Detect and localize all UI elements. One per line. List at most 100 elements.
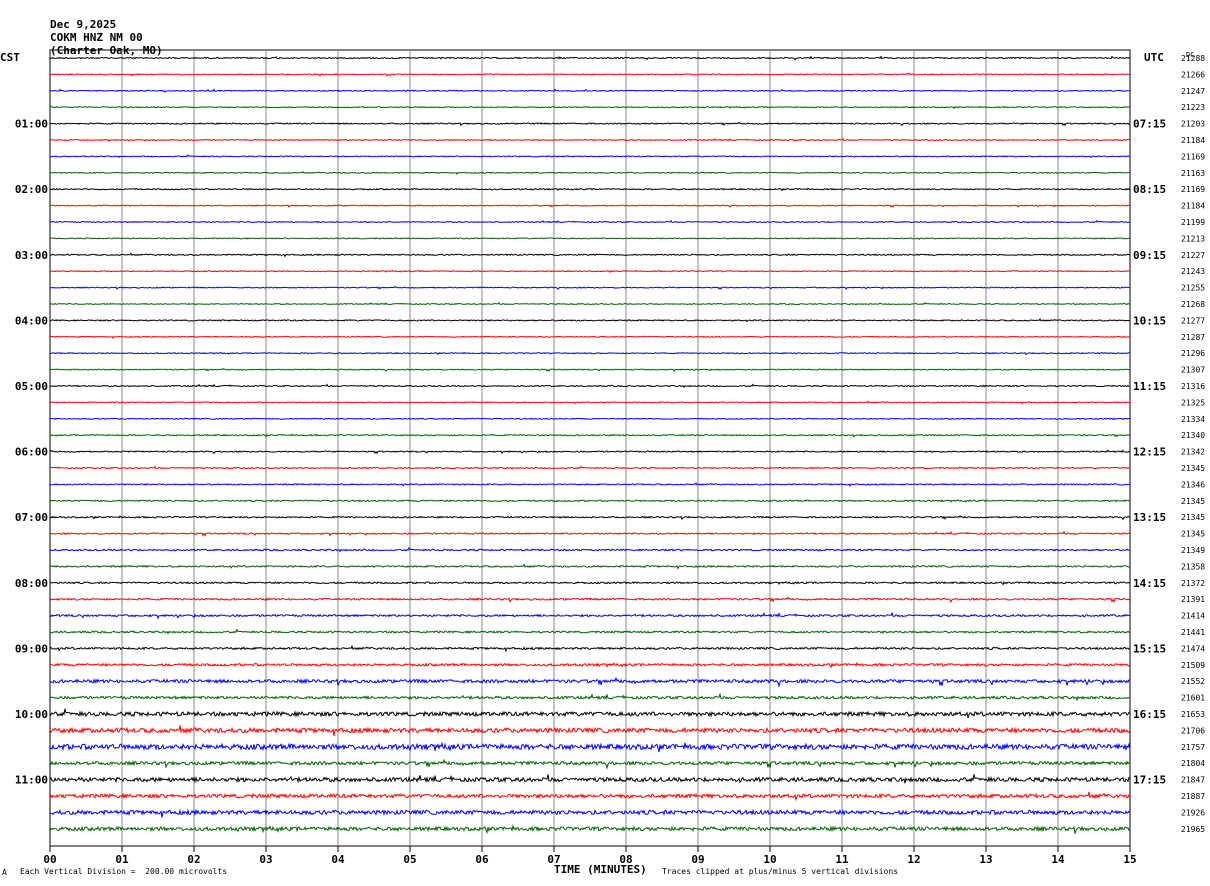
utc-hour-label: 13:15 (1133, 511, 1166, 524)
dc-offset-label: 21345 (1181, 530, 1205, 539)
trace-row-34 (49, 596, 1131, 604)
cst-hour-label: 09:00 (15, 642, 48, 655)
trace-row-20 (49, 367, 1131, 372)
trace-row-16 (49, 301, 1131, 306)
trace-row-17 (49, 318, 1131, 323)
trace-row-14 (49, 269, 1131, 273)
trace-row-22 (49, 400, 1131, 405)
trace-row-15 (49, 285, 1131, 290)
trace-row-5 (49, 121, 1131, 127)
utc-hour-label: 08:15 (1133, 183, 1166, 196)
cst-hour-label: 05:00 (15, 380, 48, 393)
dc-offset-label: 21349 (1181, 546, 1205, 555)
x-tick-label-10: 10 (763, 853, 776, 866)
chart-date: Dec 9,2025 (50, 18, 117, 31)
cst-hour-label: 10:00 (15, 708, 48, 721)
cst-hour-label: 11:00 (15, 774, 48, 787)
utc-hour-label: 12:15 (1133, 446, 1166, 459)
dc-offset-label: 21414 (1181, 612, 1205, 621)
utc-hour-label: 15:15 (1133, 642, 1166, 655)
dc-offset-label: 21247 (1181, 87, 1205, 96)
trace-row-13 (49, 252, 1131, 258)
dc-offset-label: 21169 (1181, 185, 1205, 194)
trace-row-40 (49, 692, 1131, 702)
trace-row-1 (49, 55, 1131, 61)
x-axis-title: TIME (MINUTES) (554, 863, 647, 876)
trace-row-18 (49, 335, 1131, 339)
trace-row-43 (49, 741, 1131, 753)
trace-row-24 (49, 433, 1131, 438)
dc-offset-label: 21345 (1181, 464, 1205, 473)
trace-row-42 (49, 725, 1131, 737)
cst-hour-label: 08:00 (15, 577, 48, 590)
dc-offset-label: 21277 (1181, 316, 1205, 325)
dc-offset-label: 21184 (1181, 136, 1205, 145)
x-tick-label-03: 03 (259, 853, 272, 866)
x-tick-label-12: 12 (907, 853, 920, 866)
trace-row-26 (49, 465, 1131, 470)
trace-row-39 (49, 676, 1131, 688)
utc-hour-label: 09:15 (1133, 249, 1166, 262)
dc-offset-label: 21509 (1181, 661, 1205, 670)
x-tick-label-08: 08 (619, 853, 632, 866)
plot-frame (49, 49, 1131, 847)
dc-offset-label: 21325 (1181, 398, 1205, 407)
utc-hour-label: 11:15 (1133, 380, 1166, 393)
trace-row-31 (49, 546, 1131, 553)
x-tick-label-01: 01 (115, 853, 129, 866)
dc-offset-label: 21340 (1181, 431, 1205, 440)
trace-row-41 (49, 708, 1131, 719)
footer-mark: A (2, 868, 7, 877)
dc-offset-label: 21358 (1181, 562, 1205, 571)
utc-hour-label: 07:15 (1133, 118, 1166, 131)
dc-offset-label: 21345 (1181, 513, 1205, 522)
dc-offset-label: 21391 (1181, 595, 1205, 604)
x-tick-label-07: 07 (547, 853, 560, 866)
trace-row-36 (49, 628, 1131, 635)
trace-row-33 (49, 580, 1131, 586)
x-tick-label-06: 06 (475, 853, 489, 866)
dc-offset-label: 21847 (1181, 776, 1205, 785)
x-tick-label-04: 04 (331, 853, 345, 866)
trace-row-12 (49, 237, 1131, 241)
trace-row-35 (49, 611, 1131, 620)
dc-offset-label: 21887 (1181, 792, 1205, 801)
dc-offset-label: 21601 (1181, 694, 1205, 703)
dc-offset-label: 21757 (1181, 743, 1205, 752)
dc-offset-label: 21334 (1181, 415, 1205, 424)
trace-row-48 (49, 824, 1131, 835)
dc-offset-label: 21926 (1181, 808, 1205, 817)
dc-offset-label: 21169 (1181, 152, 1205, 161)
trace-row-45 (49, 774, 1131, 784)
dc-offset-label: 21346 (1181, 480, 1205, 489)
trace-row-6 (49, 137, 1131, 143)
dc-offset-label: 21706 (1181, 726, 1205, 735)
trace-row-21 (49, 383, 1131, 388)
dc-offset-label: 21213 (1181, 234, 1205, 243)
trace-row-47 (49, 808, 1131, 818)
dc-offset-label: 21552 (1181, 677, 1205, 686)
x-tick-label-13: 13 (979, 853, 992, 866)
dc-offset-label: 21653 (1181, 710, 1205, 719)
dc-offset-label: 21965 (1181, 825, 1205, 834)
cst-hour-label: 02:00 (15, 183, 48, 196)
cst-hour-label: 01:00 (15, 118, 48, 131)
dc-offset-label: 21288 (1181, 54, 1205, 63)
dc-offset-label: 21268 (1181, 300, 1205, 309)
trace-row-23 (49, 417, 1131, 421)
dc-offset-label: 21345 (1181, 497, 1205, 506)
x-tick-label-05: 05 (403, 853, 416, 866)
cst-hour-label: 03:00 (15, 249, 48, 262)
x-tick-label-02: 02 (187, 853, 200, 866)
trace-row-27 (49, 482, 1131, 487)
x-tick-label-15: 15 (1123, 853, 1136, 866)
trace-row-11 (49, 219, 1131, 224)
trace-row-3 (49, 88, 1131, 93)
trace-row-37 (49, 644, 1131, 653)
trace-row-28 (49, 499, 1131, 503)
left-timezone-label: CST (0, 51, 20, 64)
dc-offset-label: 21287 (1181, 333, 1205, 342)
dc-offset-label: 21203 (1181, 120, 1205, 129)
dc-offset-label: 21199 (1181, 218, 1205, 227)
